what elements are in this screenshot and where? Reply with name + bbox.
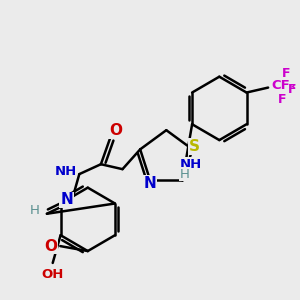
Text: NH: NH xyxy=(180,158,202,171)
Text: H: H xyxy=(30,204,40,217)
Text: F: F xyxy=(278,93,286,106)
Text: CF₃: CF₃ xyxy=(272,79,296,92)
Text: NH: NH xyxy=(54,165,77,178)
Text: H: H xyxy=(179,168,189,181)
Text: F: F xyxy=(287,83,296,96)
Text: OH: OH xyxy=(41,268,64,281)
Text: N: N xyxy=(60,192,73,207)
Text: F: F xyxy=(281,67,290,80)
Text: O: O xyxy=(109,123,122,138)
Text: O: O xyxy=(44,238,57,253)
Text: N: N xyxy=(144,176,157,191)
Text: S: S xyxy=(189,139,200,154)
